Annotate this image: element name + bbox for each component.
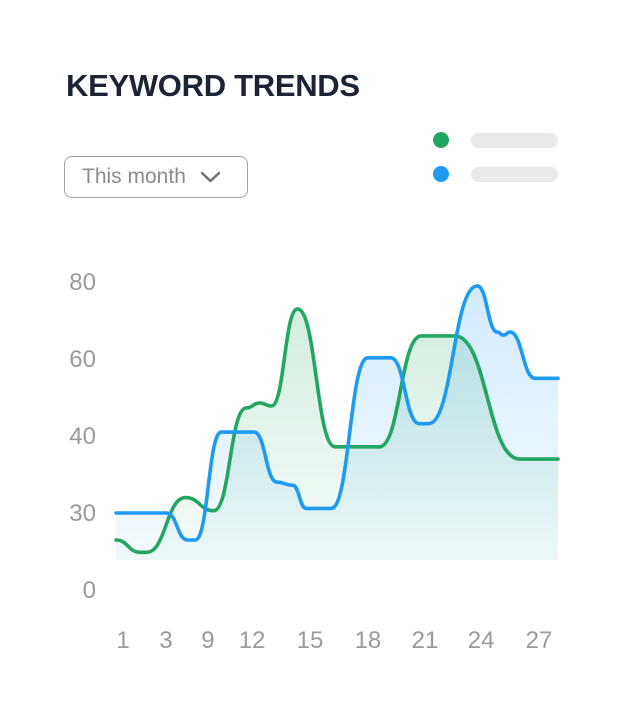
series-blue-line xyxy=(114,284,560,542)
chart-legend xyxy=(433,132,558,200)
y-tick-label: 30 xyxy=(69,500,96,527)
series-green-line xyxy=(114,307,560,555)
x-tick-label: 24 xyxy=(468,627,495,654)
x-tick-label: 12 xyxy=(239,627,266,654)
y-tick-label: 40 xyxy=(69,423,96,450)
series-blue-area xyxy=(116,285,558,560)
time-range-value: This month xyxy=(82,165,186,188)
x-tick-label: 1 xyxy=(116,627,129,654)
x-tick-label: 27 xyxy=(526,627,553,654)
y-tick-label: 80 xyxy=(69,269,96,296)
x-tick-label: 3 xyxy=(159,627,172,654)
x-tick-label: 21 xyxy=(412,627,439,654)
x-tick-label: 9 xyxy=(201,627,214,654)
y-tick-label: 60 xyxy=(69,346,96,373)
page-title: KEYWORD TRENDS xyxy=(66,68,360,103)
x-tick-label: 18 xyxy=(355,627,382,654)
time-range-dropdown[interactable]: This month xyxy=(64,156,248,198)
legend-dot-blue-icon xyxy=(433,166,449,182)
y-tick-label: 0 xyxy=(83,577,96,604)
legend-label-placeholder xyxy=(471,132,558,148)
legend-label-placeholder xyxy=(471,166,558,182)
legend-item-blue xyxy=(433,166,558,182)
legend-item-green xyxy=(433,132,558,148)
chevron-down-icon xyxy=(200,171,221,183)
x-tick-label: 15 xyxy=(297,627,324,654)
legend-dot-green-icon xyxy=(433,132,449,148)
